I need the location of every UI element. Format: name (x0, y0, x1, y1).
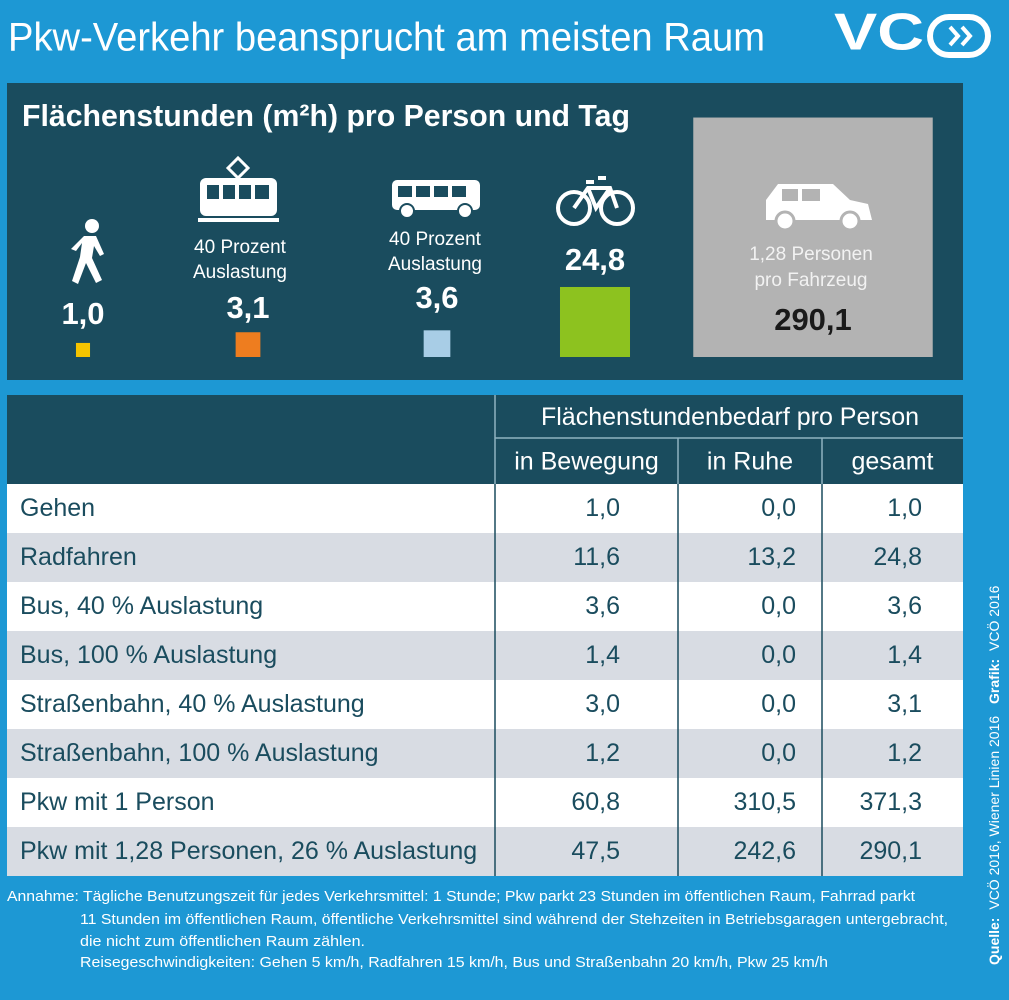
row-label: Bus, 100 % Auslastung (20, 641, 277, 669)
table-row (7, 631, 963, 680)
table: Flächenstundenbedarf pro Person in Bewegu… (7, 395, 963, 876)
footnotes: Annahme: Tägliche Benutzungszeit für jed… (7, 889, 948, 971)
footnote-line: Reisegeschwindigkeiten: Gehen 5 km/h, Ra… (80, 955, 828, 971)
group-header: Flächenstundenbedarf pro Person (541, 403, 919, 431)
cell-value: 1,4 (585, 641, 620, 669)
area-square (693, 117, 933, 358)
value-label: 1,0 (61, 296, 104, 331)
logo-ring (927, 14, 991, 58)
cell-value: 0,0 (761, 690, 796, 718)
cell-value: 1,2 (585, 739, 620, 767)
row-label: Bus, 40 % Auslastung (20, 592, 263, 620)
logo: VC (834, 4, 991, 62)
row-label: Straßenbahn, 40 % Auslastung (20, 690, 365, 718)
cell-value: 1,0 (585, 494, 620, 522)
cell-value: 24,8 (873, 543, 922, 571)
item-caption: 40 Prozent (194, 237, 287, 258)
table-row (7, 827, 963, 876)
cell-value: 242,6 (733, 837, 796, 865)
cell-value: 310,5 (733, 788, 796, 816)
item-caption: 40 Prozent (389, 229, 482, 250)
table-header-bg (7, 395, 963, 484)
footnote-line: 11 Stunden im öffentlichen Raum, öffentl… (80, 912, 948, 928)
cell-value: 1,0 (887, 494, 922, 522)
item-caption: pro Fahrzeug (754, 270, 867, 291)
table-row (7, 533, 963, 582)
cell-value: 3,6 (887, 592, 922, 620)
cell-value: 1,2 (887, 739, 922, 767)
area-square (235, 332, 261, 357)
squares (75, 117, 933, 358)
bus-icon (392, 180, 480, 219)
panel-texts: 1,0 3,1 40 Prozent Auslastung 3,6 40 Prozent A… (61, 229, 872, 337)
area-square (559, 286, 631, 357)
graphic-label: Grafik: (986, 659, 1002, 704)
value-label: 290,1 (774, 302, 852, 337)
bicycle-icon (556, 176, 635, 226)
cell-value: 0,0 (761, 494, 796, 522)
table-row (7, 582, 963, 631)
table-row (7, 680, 963, 729)
source-label: Quelle: (986, 918, 1002, 965)
car-icon (766, 184, 872, 232)
area-square (75, 342, 91, 357)
footnote-line: Annahme: Tägliche Benutzungszeit für jed… (7, 889, 915, 905)
source-text: VCÖ 2016, Wiener Linien 2016 (985, 716, 1002, 910)
cell-value: 13,2 (747, 543, 796, 571)
panel-title: Flächenstunden (m²h) pro Person und Tag (22, 98, 630, 133)
row-label: Radfahren (20, 543, 137, 571)
column-header: in Ruhe (707, 448, 793, 476)
cell-value: 290,1 (859, 837, 922, 865)
value-label: 3,1 (226, 290, 269, 325)
pedestrian-icon (71, 219, 104, 284)
icons (71, 155, 872, 284)
page-title: Pkw-Verkehr beansprucht am meisten Raum (8, 16, 765, 60)
cell-value: 11,6 (573, 543, 620, 571)
table-row (7, 729, 963, 778)
logo-text: VC (834, 4, 924, 62)
area-square (423, 330, 451, 357)
row-label: Pkw mit 1 Person (20, 788, 215, 816)
footnote-line: die nicht zum öffentlichen Raum zählen. (80, 934, 365, 950)
row-label: Straßenbahn, 100 % Auslastung (20, 739, 379, 767)
cell-value: 0,0 (761, 592, 796, 620)
column-header: gesamt (852, 448, 934, 476)
cell-value: 60,8 (571, 788, 620, 816)
cell-value: 0,0 (761, 641, 796, 669)
cell-value: 3,6 (585, 592, 620, 620)
item-caption: Auslastung (193, 262, 287, 283)
row-label: Pkw mit 1,28 Personen, 26 % Auslastung (20, 837, 477, 865)
logo-chevrons (948, 25, 973, 47)
table-row (7, 484, 963, 533)
graphic-text: VCÖ 2016 (985, 585, 1002, 651)
cell-value: 3,1 (887, 690, 922, 718)
value-label: 3,6 (415, 280, 458, 315)
cell-value: 0,0 (761, 739, 796, 767)
cell-value: 3,0 (585, 690, 620, 718)
table-row (7, 778, 963, 827)
column-header: in Bewegung (514, 448, 659, 476)
value-label: 24,8 (565, 242, 625, 277)
cell-value: 371,3 (859, 788, 922, 816)
cell-value: 1,4 (887, 641, 922, 669)
cell-value: 47,5 (571, 837, 620, 865)
item-caption: Auslastung (388, 254, 482, 275)
row-label: Gehen (20, 494, 95, 522)
source: Quelle: VCÖ 2016, Wiener Linien 2016 Gra… (985, 585, 1002, 965)
item-caption: 1,28 Personen (749, 244, 873, 265)
tram-icon (198, 155, 279, 222)
